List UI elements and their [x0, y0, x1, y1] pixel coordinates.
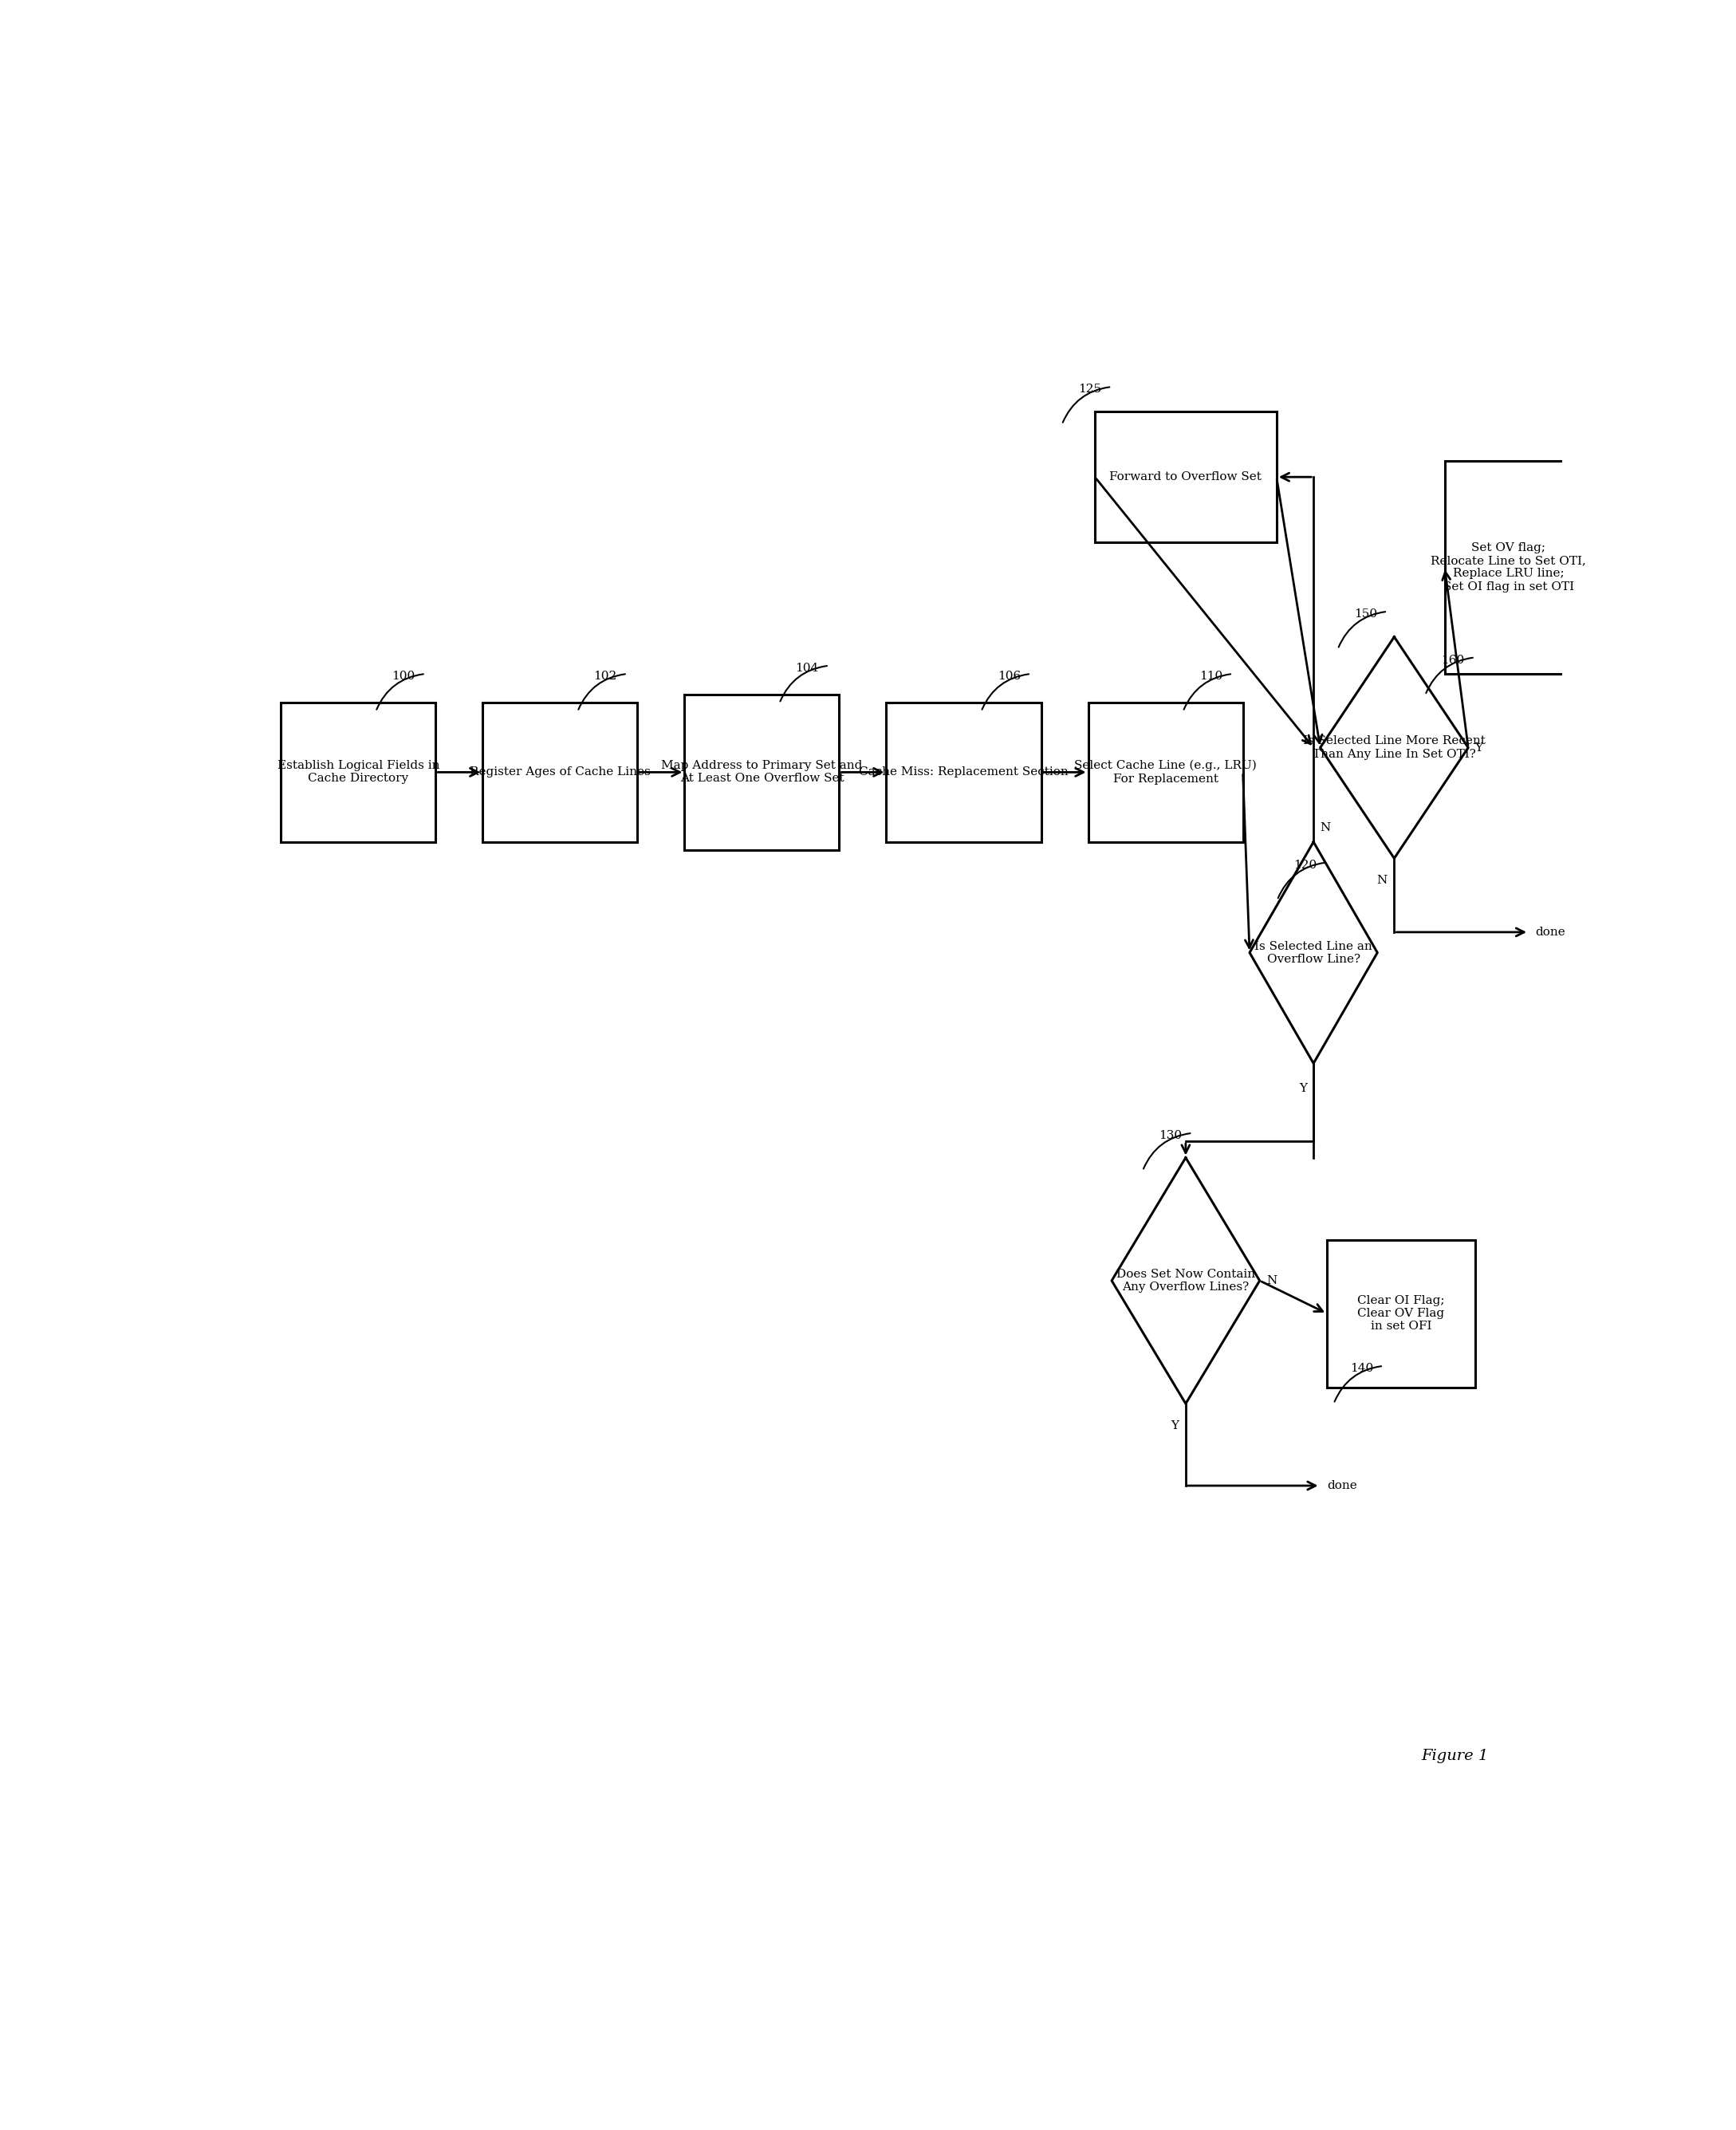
- Text: Is Selected Line an
Overflow Line?: Is Selected Line an Overflow Line?: [1255, 941, 1373, 965]
- Text: Select Cache Line (e.g., LRU)
For Replacement: Select Cache Line (e.g., LRU) For Replac…: [1075, 760, 1257, 784]
- Text: Is Selected Line More Recent
Than Any Line In Set OTI?: Is Selected Line More Recent Than Any Li…: [1304, 735, 1486, 760]
- Text: 140: 140: [1351, 1363, 1373, 1374]
- Bar: [887, 703, 1042, 841]
- Text: N: N: [1377, 875, 1387, 886]
- Text: 120: 120: [1293, 861, 1316, 871]
- Bar: [1326, 1240, 1476, 1387]
- Text: 104: 104: [795, 662, 819, 673]
- Text: 160: 160: [1441, 654, 1465, 665]
- Bar: [1444, 460, 1573, 673]
- Text: Set OV flag;
Relocate Line to Set OTI,
Replace LRU line;
Set OI flag in set OTI: Set OV flag; Relocate Line to Set OTI, R…: [1430, 543, 1587, 592]
- Bar: [281, 703, 436, 841]
- Text: 150: 150: [1354, 609, 1377, 620]
- Text: Establish Logical Fields in
Cache Directory: Establish Logical Fields in Cache Direct…: [278, 760, 439, 784]
- Text: 102: 102: [594, 671, 616, 682]
- Text: Clear OI Flag;
Clear OV Flag
in set OFI: Clear OI Flag; Clear OV Flag in set OFI: [1358, 1295, 1444, 1331]
- Text: done: done: [1535, 927, 1566, 937]
- Bar: [684, 694, 838, 850]
- Text: 100: 100: [392, 671, 415, 682]
- Text: Cache Miss: Replacement Section: Cache Miss: Replacement Section: [859, 767, 1068, 777]
- Text: Figure 1: Figure 1: [1422, 1749, 1488, 1764]
- Text: Y: Y: [1476, 741, 1483, 754]
- Text: Does Set Now Contain
Any Overflow Lines?: Does Set Now Contain Any Overflow Lines?: [1116, 1269, 1255, 1293]
- Text: Register Ages of Cache Lines: Register Ages of Cache Lines: [470, 767, 651, 777]
- Text: 106: 106: [996, 671, 1021, 682]
- Text: done: done: [1326, 1480, 1358, 1491]
- Text: N: N: [1319, 822, 1332, 833]
- Polygon shape: [1319, 637, 1469, 858]
- Polygon shape: [1250, 841, 1377, 1063]
- Bar: [483, 703, 637, 841]
- Text: Y: Y: [1172, 1421, 1179, 1431]
- Bar: [1095, 411, 1276, 543]
- Text: Map Address to Primary Set and
At Least One Overflow Set: Map Address to Primary Set and At Least …: [661, 760, 863, 784]
- Text: 110: 110: [1200, 671, 1222, 682]
- Polygon shape: [1111, 1159, 1260, 1404]
- Bar: [1088, 703, 1243, 841]
- Text: 125: 125: [1078, 383, 1101, 394]
- Text: 130: 130: [1158, 1131, 1182, 1142]
- Text: N: N: [1267, 1276, 1278, 1287]
- Text: Forward to Overflow Set: Forward to Overflow Set: [1109, 471, 1262, 484]
- Text: Y: Y: [1299, 1082, 1307, 1095]
